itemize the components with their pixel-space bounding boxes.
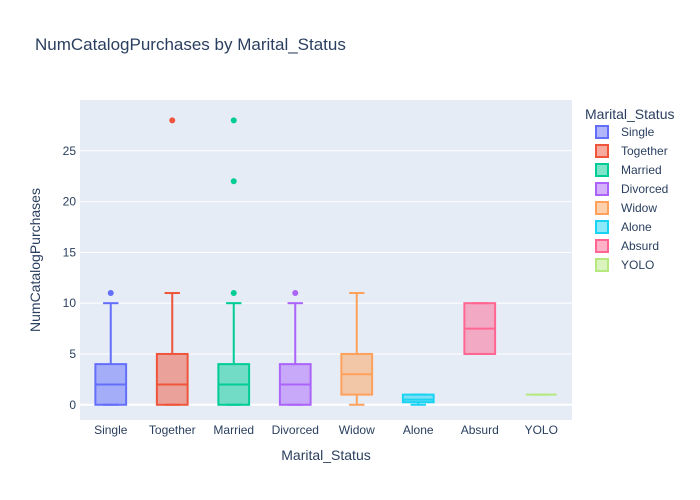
legend-item-absurd: Absurd (595, 239, 659, 253)
legend-label: Widow (621, 201, 657, 215)
y-tick-label: 10 (63, 296, 77, 310)
legend-item-together: Together (595, 144, 668, 158)
legend-swatch (595, 258, 609, 272)
legend-swatch (595, 201, 609, 215)
y-tick-label: 0 (69, 398, 76, 412)
y-tick-label: 20 (63, 195, 77, 209)
y-tick-labels: 0 5 10 15 20 25 (63, 144, 77, 412)
box-married (217, 117, 251, 406)
legend-label: Absurd (621, 239, 659, 253)
box-single (94, 290, 128, 406)
legend-label: Married (621, 163, 662, 177)
outlier-point (230, 178, 237, 185)
x-tick-label: Absurd (461, 423, 499, 437)
legend-item-single: Single (595, 125, 655, 139)
legend-items: Single Together Married Divorced Widow Alone A… (595, 125, 668, 272)
boxes (94, 117, 557, 406)
legend-label: YOLO (621, 258, 654, 272)
box-absurd (463, 302, 497, 355)
outlier-point (230, 117, 237, 124)
legend-label: Alone (621, 220, 652, 234)
legend-swatch (595, 125, 609, 139)
legend: Marital_Status Single Together Married Divo… (585, 106, 674, 272)
box-body (401, 393, 435, 404)
outlier-point (292, 290, 299, 297)
legend-swatch (595, 220, 609, 234)
y-tick-label: 25 (63, 144, 77, 158)
outlier-point (169, 117, 176, 124)
box-together (155, 117, 189, 406)
x-tick-label: Alone (403, 423, 434, 437)
legend-swatch (595, 144, 609, 158)
legend-label: Divorced (621, 182, 668, 196)
box-divorced (278, 290, 312, 406)
legend-swatch (595, 182, 609, 196)
x-tick-label: Together (149, 423, 196, 437)
chart-title: NumCatalogPurchases by Marital_Status (35, 35, 346, 54)
legend-item-alone: Alone (595, 220, 652, 234)
legend-title: Marital_Status (585, 106, 674, 122)
x-axis-title: Marital_Status (281, 447, 370, 463)
x-tick-label: Divorced (272, 423, 319, 437)
y-axis-title: NumCatalogPurchases (27, 188, 43, 332)
x-tick-label: Married (213, 423, 254, 437)
outlier-point (230, 290, 237, 297)
legend-item-widow: Widow (595, 201, 657, 215)
y-tick-label: 15 (63, 245, 77, 259)
x-tick-labels: Single Together Married Divorced Widow Alone A… (94, 423, 558, 437)
legend-label: Single (621, 125, 655, 139)
legend-item-married: Married (595, 163, 662, 177)
legend-label: Together (621, 144, 668, 158)
legend-swatch (595, 239, 609, 253)
legend-swatch (595, 163, 609, 177)
y-tick-label: 5 (69, 347, 76, 361)
legend-item-divorced: Divorced (595, 182, 668, 196)
plot-area (80, 100, 572, 420)
x-tick-label: YOLO (525, 423, 558, 437)
outlier-point (107, 290, 114, 297)
box-alone (401, 393, 435, 406)
box-widow (340, 292, 374, 406)
legend-item-yolo: YOLO (595, 258, 654, 272)
x-tick-label: Widow (339, 423, 375, 437)
x-tick-label: Single (94, 423, 128, 437)
box-body (155, 352, 189, 406)
